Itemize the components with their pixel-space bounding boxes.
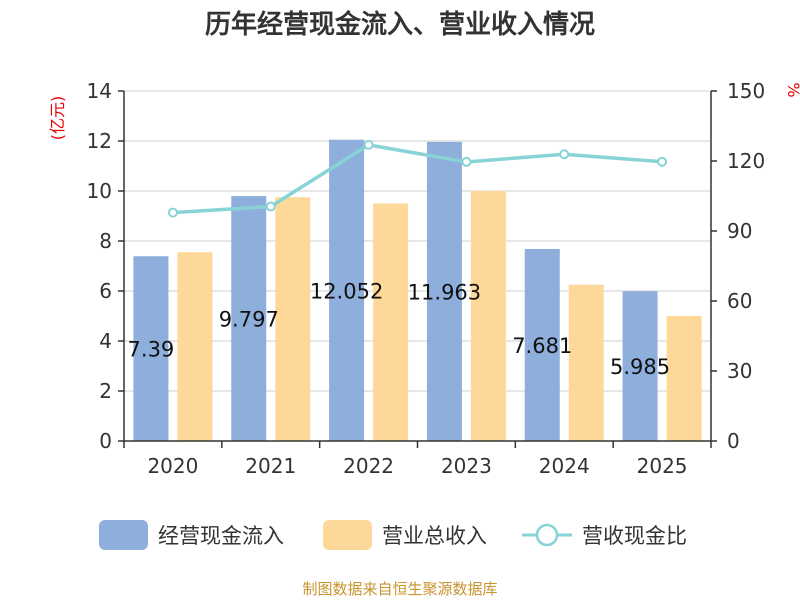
left-tick-label: 8	[99, 229, 112, 253]
axes	[118, 90, 717, 448]
data-label: 12.052	[310, 279, 383, 303]
ratio-point	[461, 156, 472, 167]
ratio-point	[363, 139, 374, 150]
tick-labels: 0 2 4 6 8 10 12 14 0 30 60 90 120 150 2020 2021 2022 2023…	[87, 79, 766, 478]
left-tick-label: 0	[99, 429, 112, 453]
x-tick-label: 2025	[637, 454, 688, 478]
right-tick-label: 60	[727, 289, 752, 313]
gridlines	[124, 90, 711, 392]
right-tick-label: 0	[727, 429, 740, 453]
bar-cash-inflow	[329, 139, 365, 441]
data-labels: 7.39 9.797 12.052 11.963 7.681 5.985	[128, 279, 671, 379]
x-tick-label: 2024	[539, 454, 590, 478]
data-label: 11.963	[408, 280, 481, 304]
x-tick-label: 2022	[343, 454, 394, 478]
bar-cash-inflow	[231, 196, 267, 441]
bar-revenue	[275, 197, 311, 441]
legend-marker	[535, 523, 559, 547]
left-tick-label: 14	[87, 79, 112, 103]
right-tick-label: 150	[727, 79, 765, 103]
left-tick-label: 6	[99, 279, 112, 303]
left-tick-label: 4	[99, 329, 112, 353]
legend: 经营现金流入 营业总收入 营收现金比	[99, 520, 687, 550]
ratio-point	[559, 149, 570, 160]
bar-cash-inflow	[524, 248, 560, 441]
legend-label: 营业总收入	[382, 524, 487, 548]
ratio-point	[167, 207, 178, 218]
bar-cash-inflow	[133, 256, 169, 441]
x-tick-label: 2021	[245, 454, 296, 478]
ratio-line-path	[172, 143, 663, 215]
data-label: 9.797	[219, 308, 279, 332]
ratio-line	[167, 139, 668, 218]
left-tick-label: 10	[87, 179, 112, 203]
data-label: 7.39	[128, 338, 175, 362]
left-tick-label: 12	[87, 129, 112, 153]
bar-revenue	[470, 191, 506, 441]
legend-swatch	[323, 520, 372, 550]
left-axis-unit: (亿元)	[48, 96, 67, 141]
legend-label: 经营现金流入	[158, 524, 284, 548]
bar-cash-inflow	[426, 141, 462, 442]
bar-cash-inflow	[622, 291, 658, 441]
bar-revenue	[568, 284, 604, 441]
bar-revenue	[666, 316, 702, 441]
right-axis-unit: %	[784, 82, 800, 97]
right-tick-label: 30	[727, 359, 752, 383]
bar-revenue	[177, 252, 213, 441]
right-tick-label: 120	[727, 149, 765, 173]
right-tick-label: 90	[727, 219, 752, 243]
chart-title: 历年经营现金流入、营业收入情况	[205, 9, 595, 40]
data-label: 5.985	[610, 355, 670, 379]
ratio-point	[657, 156, 668, 167]
data-label: 7.681	[512, 334, 572, 358]
legend-label: 营收现金比	[582, 524, 687, 548]
bars	[133, 139, 702, 442]
bar-revenue	[373, 203, 409, 441]
x-tick-label: 2023	[441, 454, 492, 478]
source-note: 制图数据来自恒生聚源数据库	[302, 580, 497, 598]
legend-swatch	[99, 520, 148, 550]
ratio-point	[265, 201, 276, 212]
left-tick-label: 2	[99, 379, 112, 403]
x-tick-label: 2020	[147, 454, 198, 478]
